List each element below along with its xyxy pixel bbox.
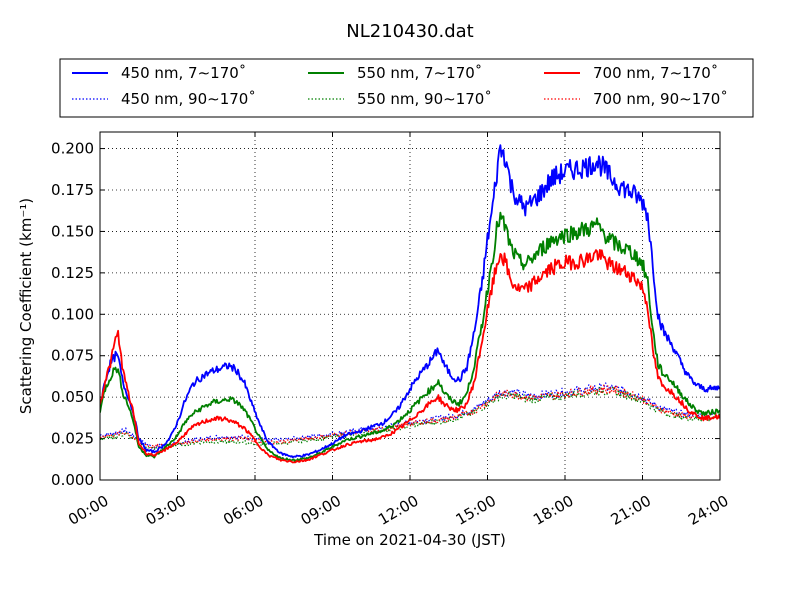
y-tick-label: 0.000: [51, 471, 94, 489]
y-tick-label: 0.175: [51, 181, 94, 199]
plot-frame: [99, 131, 721, 481]
legend-label: 550 nm, 7∼170˚: [357, 64, 482, 82]
y-axis: 0.000 0.025 0.050 0.075 0.100 0.125 0.150 0.175…: [51, 140, 720, 489]
series-line-6: [100, 384, 720, 449]
legend: 450 nm, 7∼170˚ 550 nm, 7∼170˚ 700 nm, 7∼17…: [59, 58, 754, 118]
x-axis: 00:00 03:00 06:00 09:00 12:00 15:00 18:00 21:00…: [65, 132, 732, 529]
legend-label: 700 nm, 7∼170˚: [593, 64, 718, 82]
legend-label: 550 nm, 90∼170˚: [357, 90, 492, 108]
chart-title: NL210430.dat: [346, 21, 473, 42]
legend-label: 700 nm, 90∼170˚: [593, 90, 728, 108]
legend-label: 450 nm, 7∼170˚: [121, 64, 246, 82]
x-tick-label: 12:00: [375, 492, 421, 529]
x-tick-label: 00:00: [65, 492, 111, 529]
series-line-5: [100, 386, 720, 450]
x-tick-label: 09:00: [298, 492, 344, 529]
y-tick-label: 0.125: [51, 264, 94, 282]
y-tick-label: 0.025: [51, 430, 94, 448]
x-tick-label: 18:00: [530, 492, 576, 529]
x-axis-label: Time on 2021-04-30 (JST): [313, 531, 506, 549]
grid: [100, 132, 720, 480]
series-line-3: [100, 249, 720, 464]
y-tick-label: 0.075: [51, 347, 94, 365]
x-tick-label: 24:00: [685, 492, 731, 529]
y-tick-label: 0.150: [51, 222, 94, 240]
x-tick-label: 15:00: [453, 492, 499, 529]
x-tick-label: 06:00: [220, 492, 266, 529]
x-tick-label: 03:00: [143, 492, 189, 529]
legend-label: 450 nm, 90∼170˚: [121, 90, 256, 108]
y-tick-label: 0.100: [51, 305, 94, 323]
y-tick-label: 0.050: [51, 388, 94, 406]
series-layer: [100, 144, 720, 464]
legend-box: [59, 58, 754, 118]
series-line-2: [100, 211, 720, 462]
y-axis-label: Scattering Coefficient (km⁻¹): [17, 198, 35, 414]
y-tick-label: 0.200: [51, 140, 94, 158]
x-tick-label: 21:00: [608, 492, 654, 529]
series-line-1: [100, 144, 720, 459]
